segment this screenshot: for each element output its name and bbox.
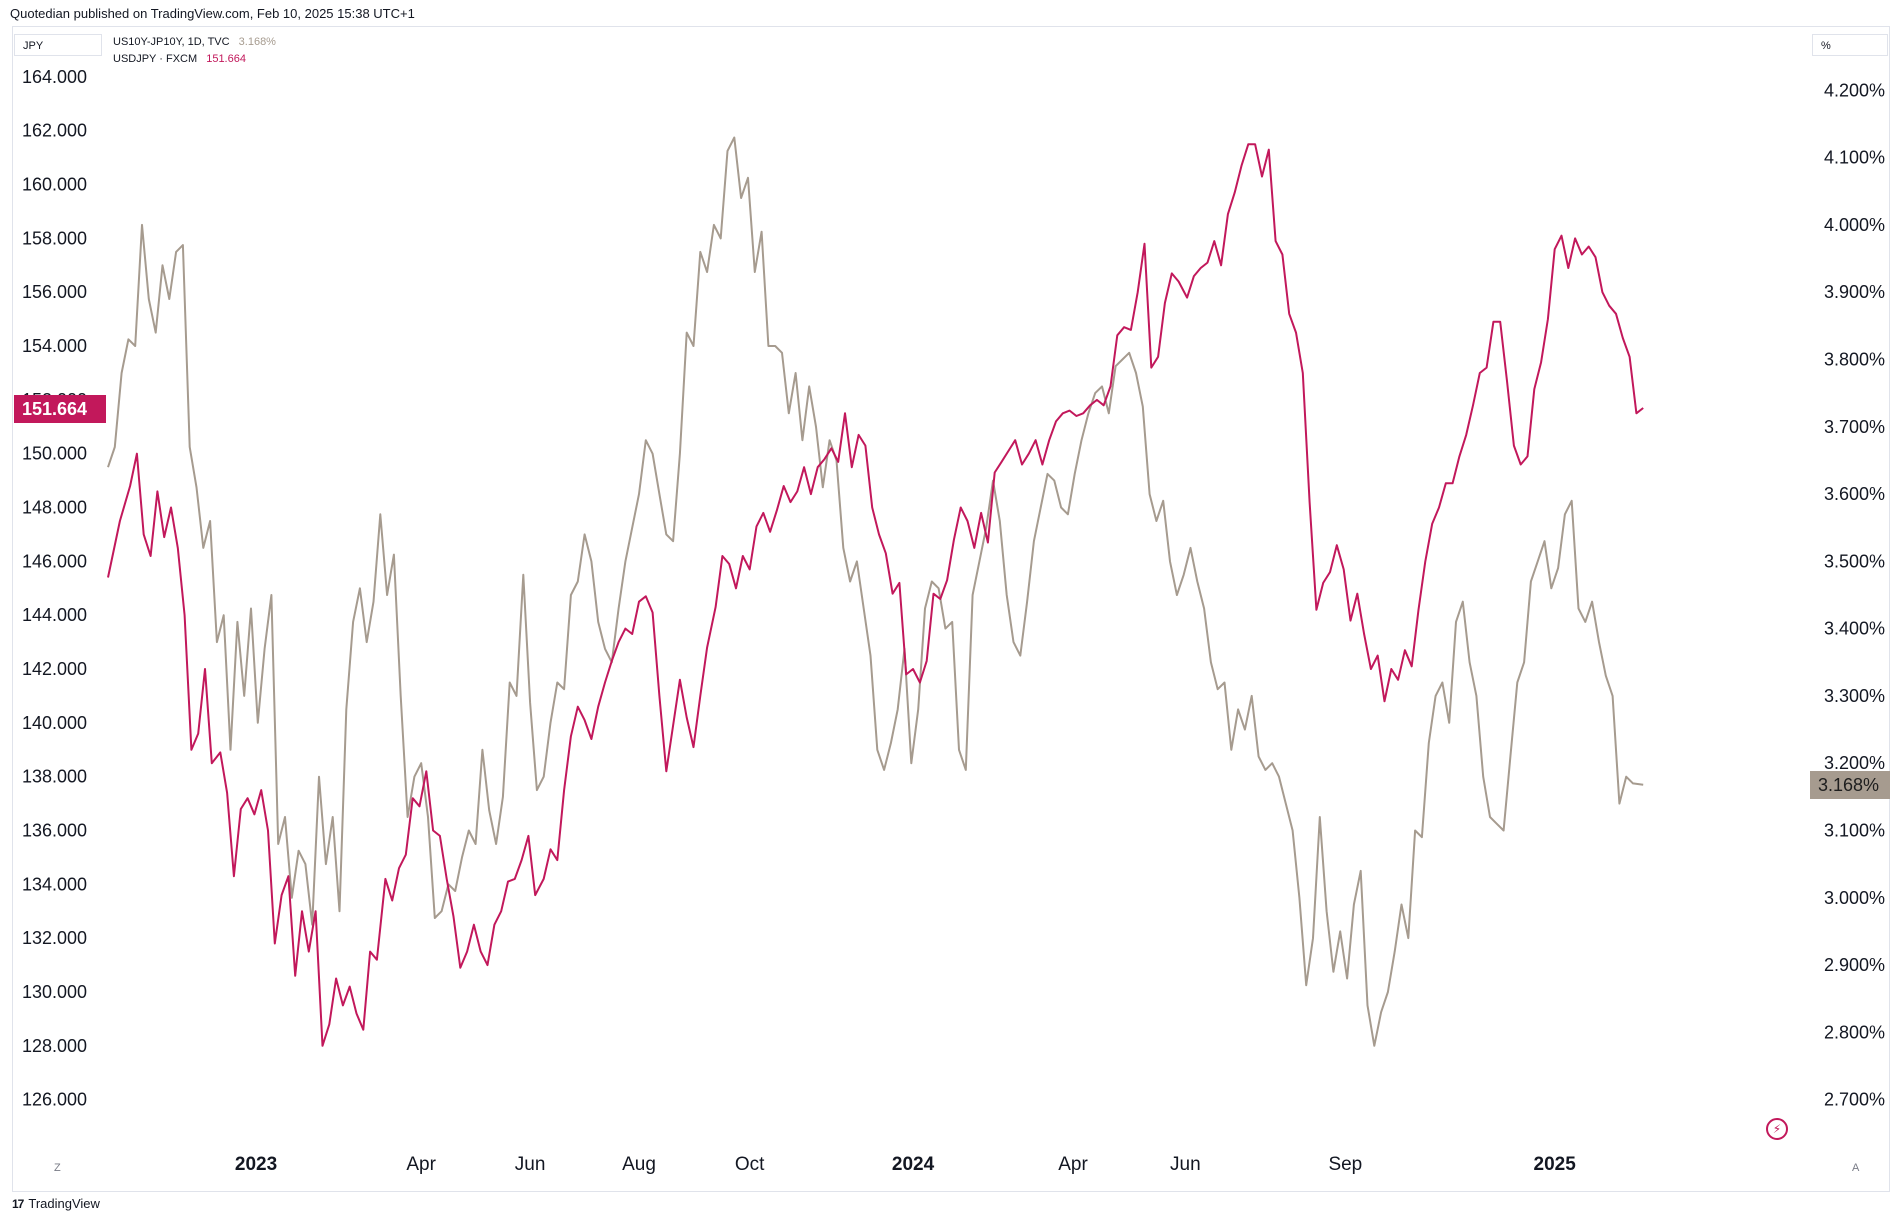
left-axis-tick-label: 132.000 — [22, 928, 87, 948]
legend: US10Y-JP10Y, 1D, TVC 3.168% USDJPY · FXC… — [113, 34, 276, 68]
left-axis-tick-label: 156.000 — [22, 282, 87, 302]
left-axis-tick-label: 136.000 — [22, 820, 87, 840]
left-axis-tick-label: 130.000 — [22, 982, 87, 1002]
right-axis-tick-label: 3.800% — [1824, 350, 1885, 370]
time-axis-tick-label: Apr — [1058, 1154, 1088, 1175]
legend-value-usdjpy: 151.664 — [206, 53, 246, 65]
right-axis-tick-label: 2.900% — [1824, 955, 1885, 975]
usdjpy-price-badge: 151.664 — [14, 394, 106, 423]
right-axis-tick-label: 3.500% — [1824, 551, 1885, 571]
right-axis-tick-label: 3.700% — [1824, 417, 1885, 437]
left-axis-tick-label: 126.000 — [22, 1090, 87, 1110]
left-axis-tick-label: 138.000 — [22, 767, 87, 787]
time-axis-tick-label: Oct — [735, 1154, 765, 1175]
legend-symbol-spread: US10Y-JP10Y, 1D, TVC — [113, 36, 230, 48]
right-axis-tick-label: 3.300% — [1824, 686, 1885, 706]
right-axis-tick-label: 2.800% — [1824, 1022, 1885, 1042]
time-axis-tick-label: Apr — [406, 1154, 436, 1175]
right-axis-tick-label: 3.200% — [1824, 753, 1885, 773]
time-axis-tick-label: Sep — [1328, 1154, 1362, 1175]
legend-row-usdjpy[interactable]: USDJPY · FXCM 151.664 — [113, 51, 276, 68]
publisher-credit: Quotedian published on TradingView.com, … — [10, 6, 415, 21]
left-unit-box[interactable]: JPY — [14, 34, 102, 56]
legend-symbol-usdjpy: USDJPY · FXCM — [113, 53, 198, 65]
left-axis-tick-label: 150.000 — [22, 444, 87, 464]
legend-value-spread: 3.168% — [238, 36, 276, 48]
left-axis-tick-label: 144.000 — [22, 605, 87, 625]
spread-line — [107, 136, 1644, 1047]
right-axis-tick-label: 4.200% — [1824, 80, 1885, 100]
right-axis-tick-label: 3.000% — [1824, 888, 1885, 908]
spread-price-badge: 3.168% — [1810, 770, 1890, 799]
footer-brand[interactable]: 17 TradingView — [12, 1196, 100, 1211]
left-axis-tick-label: 162.000 — [22, 121, 87, 141]
left-axis-tick-label: 154.000 — [22, 336, 87, 356]
auto-scale-button[interactable]: A — [1852, 1162, 1860, 1174]
left-axis-tick-label: 164.000 — [22, 67, 87, 87]
left-axis-tick-label: 140.000 — [22, 713, 87, 733]
left-axis-tick-label: 148.000 — [22, 498, 87, 518]
left-axis-tick-label: 146.000 — [22, 551, 87, 571]
time-axis-tick-label: 2024 — [892, 1154, 935, 1175]
footer-brand-text: TradingView — [28, 1196, 100, 1211]
right-axis-tick-label: 2.700% — [1824, 1090, 1885, 1110]
left-axis-tick-label: 142.000 — [22, 659, 87, 679]
zoom-reset-button[interactable]: Z — [54, 1162, 61, 1174]
right-axis-tick-label: 3.900% — [1824, 282, 1885, 302]
left-axis-tick-label: 134.000 — [22, 874, 87, 894]
time-axis-tick-label: Jun — [515, 1154, 546, 1175]
time-axis-tick-label: 2023 — [235, 1154, 277, 1175]
right-axis-tick-label: 3.100% — [1824, 820, 1885, 840]
time-axis-tick-label: Aug — [622, 1154, 656, 1175]
usdjpy-line — [107, 143, 1644, 1047]
left-axis-tick-label: 128.000 — [22, 1036, 87, 1056]
right-axis-tick-label: 4.000% — [1824, 215, 1885, 235]
time-axis-tick-label: 2025 — [1534, 1154, 1577, 1175]
legend-row-spread[interactable]: US10Y-JP10Y, 1D, TVC 3.168% — [113, 34, 276, 51]
lightning-icon[interactable]: ⚡ — [1766, 1118, 1788, 1140]
right-unit-box[interactable]: % — [1812, 34, 1888, 56]
left-axis-tick-label: 158.000 — [22, 228, 87, 248]
right-axis-tick-label: 3.400% — [1824, 619, 1885, 639]
time-axis-tick-label: Jun — [1170, 1154, 1201, 1175]
tradingview-logo-icon: 17 — [12, 1196, 24, 1211]
right-axis-tick-label: 3.600% — [1824, 484, 1885, 504]
chart-frame — [12, 26, 1890, 1192]
left-axis-tick-label: 160.000 — [22, 175, 87, 195]
right-axis-tick-label: 4.100% — [1824, 148, 1885, 168]
